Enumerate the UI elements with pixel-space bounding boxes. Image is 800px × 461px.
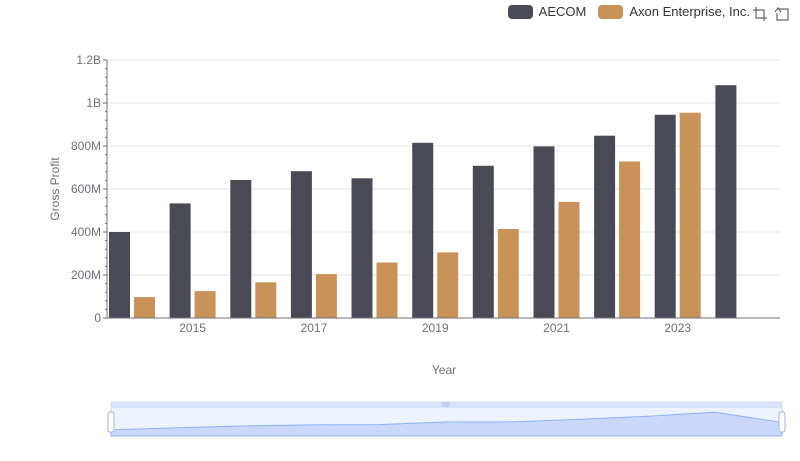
grid-lines (107, 59, 780, 276)
y-tick-label: 800M (71, 139, 101, 153)
y-tick-label: 600M (71, 182, 101, 196)
y-tick-label: 200M (71, 268, 101, 282)
y-tick-label: 1.2B (76, 53, 101, 67)
zoom-handle-right[interactable] (778, 411, 786, 433)
bar-aecom-2021[interactable] (533, 146, 555, 318)
y-tick-label: 400M (71, 225, 101, 239)
bar-axon-2019[interactable] (437, 252, 459, 318)
bar-axon-2023[interactable] (679, 112, 701, 318)
legend-label-axon: Axon Enterprise, Inc. (629, 4, 750, 19)
y-tick-label: 0 (94, 311, 101, 325)
bar-aecom-2023[interactable] (654, 114, 676, 318)
legend-swatch-axon (598, 4, 624, 19)
legend-item-aecom[interactable]: AECOM (507, 4, 587, 19)
bar-aecom-2019[interactable] (412, 142, 434, 318)
data-zoom-slider[interactable] (107, 401, 786, 437)
bar-axon-2014[interactable] (134, 297, 155, 318)
bar-axon-2015[interactable] (194, 291, 216, 318)
bar-axon-2017[interactable] (315, 274, 337, 318)
bars (109, 85, 737, 319)
bar-axon-2020[interactable] (497, 229, 519, 318)
bar-aecom-2015[interactable] (169, 203, 191, 318)
bar-aecom-2014[interactable] (109, 232, 130, 318)
bar-aecom-2024[interactable] (715, 85, 737, 318)
legend-swatch-aecom (507, 4, 533, 19)
bar-aecom-2016[interactable] (230, 180, 252, 318)
x-tick-label: 2021 (543, 321, 570, 335)
legend-label-aecom: AECOM (538, 4, 587, 19)
bar-aecom-2017[interactable] (290, 171, 312, 318)
y-tick-label: 1B (86, 96, 101, 110)
bar-axon-2018[interactable] (376, 262, 398, 319)
legend-item-axon[interactable]: Axon Enterprise, Inc. (598, 4, 750, 19)
bar-aecom-2018[interactable] (351, 178, 373, 319)
chart-legend: AECOM Axon Enterprise, Inc. (507, 4, 750, 19)
chart-toolbox (752, 6, 790, 22)
bar-aecom-2020[interactable] (472, 165, 494, 318)
zoom-handle-left[interactable] (107, 411, 115, 433)
x-tick-label: 2019 (422, 321, 449, 335)
y-axis-ticks: 0 200M 400M 600M 800M 1B 1.2B (71, 53, 107, 325)
bar-axon-2022[interactable] (619, 161, 641, 319)
bar-aecom-2022[interactable] (594, 135, 616, 318)
x-axis-title: Year (432, 363, 456, 377)
y-axis-title: Gross Profit (48, 157, 62, 221)
bar-axon-2021[interactable] (558, 201, 580, 318)
zoom-icon[interactable] (752, 6, 768, 22)
x-tick-label: 2023 (664, 321, 691, 335)
x-tick-label: 2017 (301, 321, 328, 335)
restore-icon[interactable] (774, 6, 790, 22)
x-axis-ticks: 2015 2017 2019 2021 2023 (179, 321, 691, 335)
zoom-preview-area (110, 411, 783, 437)
zoom-move-handle[interactable] (442, 402, 450, 407)
bar-axon-2016[interactable] (255, 282, 277, 318)
x-tick-label: 2015 (179, 321, 206, 335)
